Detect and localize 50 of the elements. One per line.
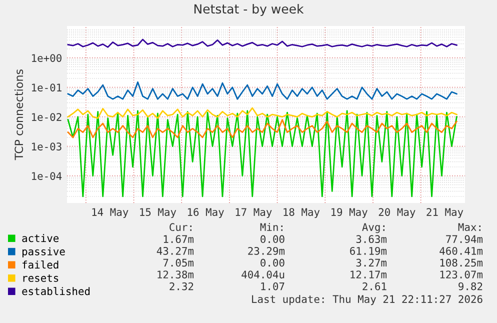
text: 1.67m (164, 235, 194, 244)
y-tick-label: 1e+00 (32, 54, 62, 62)
x-tick-label: 15 May (140, 208, 176, 218)
x-tick-label: 18 May (284, 208, 320, 218)
y-tick-label: 1e-03 (32, 142, 62, 150)
x-tick-label: 17 May (236, 208, 272, 218)
text: Cur: (170, 223, 192, 232)
legend-label: resets (23, 274, 58, 282)
text: 23.29m (248, 246, 285, 255)
text: 12.17m (350, 270, 387, 278)
text: 3.63m (356, 235, 387, 244)
text: 2.32 (170, 282, 194, 290)
text: Max: (458, 223, 480, 232)
y-tick-label: 1e-01 (32, 84, 62, 92)
line-series (67, 110, 458, 198)
line-series (67, 119, 458, 138)
legend-label: active (22, 234, 59, 242)
x-tick-label: 19 May (331, 208, 368, 218)
text: 61.19m (350, 246, 387, 255)
x-tick-label: 14 May (92, 208, 128, 218)
text: Min: (260, 222, 282, 231)
y-tick-label: 1e-04 (32, 172, 62, 180)
chart-title: Netstat - by week (194, 4, 304, 16)
text: 404.04u (242, 270, 284, 278)
text: 7.05m (163, 258, 194, 267)
text: 0.00 (260, 235, 284, 244)
text: 3.27m (356, 258, 387, 267)
text: 43.27m (156, 246, 194, 255)
y-tick-label: 1e-02 (32, 113, 62, 121)
text: 9.82 (458, 282, 482, 290)
text: 108.25m (440, 258, 483, 267)
line-series (67, 107, 458, 119)
x-tick-label: 20 May (378, 208, 416, 218)
legend-label: established (22, 287, 90, 296)
line-series (67, 38, 458, 48)
text: 460.41m (440, 246, 483, 255)
text: Avg: (362, 223, 384, 234)
y-axis-title: TCP connections (14, 69, 24, 160)
legend-label: failed (22, 260, 58, 269)
line-series (67, 81, 458, 100)
text: 0.00 (260, 258, 284, 267)
legend-label: passive (22, 247, 65, 258)
x-tick-label: 21 May (426, 208, 464, 218)
text: 2.61 (362, 282, 386, 290)
text: 123.07m (440, 270, 483, 278)
text: 12.38m (158, 270, 194, 278)
text: 77.94m (446, 235, 483, 244)
text: Last update: Thu May 21 22:11:27 2026 (252, 294, 482, 306)
text: 1.07 (261, 282, 284, 290)
x-tick-label: 16 May (188, 208, 224, 218)
